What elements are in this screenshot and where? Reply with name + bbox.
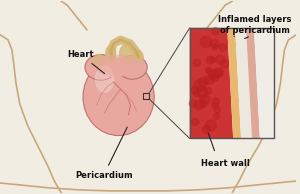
- Ellipse shape: [93, 55, 144, 76]
- Circle shape: [194, 79, 206, 91]
- Text: Heart: Heart: [67, 50, 104, 74]
- Polygon shape: [227, 28, 241, 139]
- Circle shape: [206, 56, 214, 64]
- Ellipse shape: [106, 46, 116, 61]
- Circle shape: [206, 67, 211, 73]
- Ellipse shape: [118, 55, 147, 79]
- Circle shape: [213, 113, 220, 120]
- Circle shape: [215, 68, 224, 77]
- Circle shape: [212, 68, 222, 78]
- Circle shape: [219, 44, 226, 51]
- Circle shape: [209, 69, 219, 79]
- Ellipse shape: [94, 55, 104, 68]
- Ellipse shape: [103, 57, 130, 77]
- Circle shape: [200, 36, 212, 48]
- Circle shape: [212, 45, 217, 50]
- Ellipse shape: [119, 45, 134, 62]
- Text: Pericardium: Pericardium: [75, 127, 133, 180]
- Circle shape: [205, 87, 212, 94]
- Circle shape: [194, 90, 200, 97]
- Circle shape: [208, 74, 215, 80]
- Ellipse shape: [83, 58, 154, 136]
- Circle shape: [220, 60, 229, 68]
- Ellipse shape: [95, 65, 115, 93]
- Circle shape: [212, 28, 219, 35]
- Text: Inflamed layers
of pericardium: Inflamed layers of pericardium: [218, 15, 292, 35]
- Circle shape: [198, 77, 208, 87]
- Circle shape: [206, 120, 216, 131]
- Circle shape: [200, 95, 210, 105]
- Polygon shape: [190, 28, 233, 139]
- Circle shape: [211, 74, 219, 81]
- Bar: [190, 28, 274, 139]
- Circle shape: [212, 98, 220, 105]
- Circle shape: [202, 126, 210, 133]
- Circle shape: [210, 40, 219, 48]
- Circle shape: [212, 102, 218, 109]
- Ellipse shape: [134, 51, 143, 64]
- Circle shape: [193, 59, 200, 66]
- Circle shape: [216, 55, 225, 64]
- Circle shape: [214, 107, 220, 113]
- Polygon shape: [254, 28, 274, 139]
- Circle shape: [191, 86, 199, 94]
- Circle shape: [210, 57, 215, 62]
- Circle shape: [197, 87, 208, 98]
- Text: Heart wall: Heart wall: [201, 159, 250, 168]
- Bar: [143, 93, 149, 99]
- Bar: [190, 28, 274, 139]
- Circle shape: [189, 100, 197, 107]
- Ellipse shape: [85, 55, 117, 80]
- Circle shape: [195, 100, 204, 109]
- Polygon shape: [246, 28, 260, 139]
- Circle shape: [206, 68, 212, 74]
- Circle shape: [205, 75, 214, 85]
- Polygon shape: [235, 28, 252, 139]
- Circle shape: [192, 118, 199, 125]
- Circle shape: [199, 100, 207, 108]
